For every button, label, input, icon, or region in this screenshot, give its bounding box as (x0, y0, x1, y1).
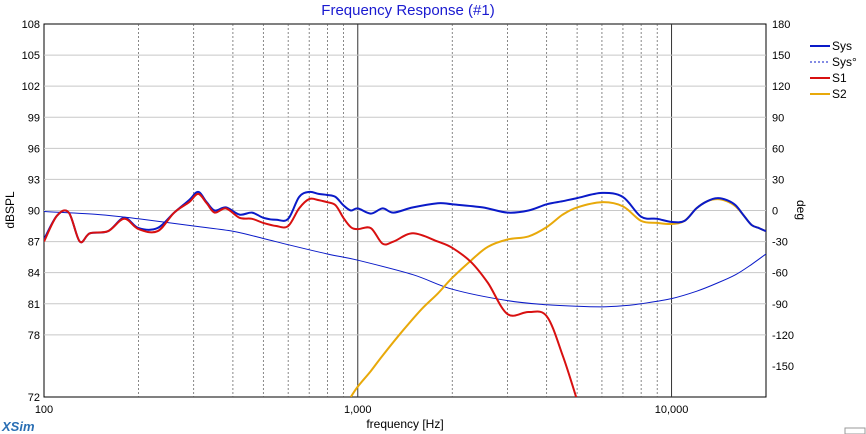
y2-tick-label: 180 (772, 19, 790, 31)
y2-axis-label: deg (794, 200, 808, 220)
y2-tick-label: 30 (772, 174, 784, 186)
tick-layer: 72 78 81 84 87 90 93 96 99 102 105 108 -150 -120 -90 -6… (22, 19, 794, 416)
x-axis-label: frequency [Hz] (366, 417, 443, 431)
y-tick-label: 78 (28, 330, 40, 342)
y2-tick-label: 150 (772, 50, 790, 62)
x-tick-label: 10,000 (655, 404, 689, 416)
series-layer (44, 190, 766, 397)
y-tick-label: 81 (28, 299, 40, 311)
legend-label: S2 (832, 87, 847, 101)
series-line-sys-phase (44, 211, 766, 308)
y2-tick-label: -30 (772, 237, 788, 249)
y2-tick-label: -120 (772, 330, 794, 342)
legend-label: Sys (832, 39, 852, 53)
legend: Sys Sys° S1 S2 (810, 39, 857, 101)
y-tick-label: 90 (28, 206, 40, 218)
y-tick-label: 93 (28, 174, 40, 186)
x-tick-label: 100 (35, 404, 53, 416)
legend-label: Sys° (832, 55, 857, 69)
x-tick-label: 1,000 (344, 404, 372, 416)
y-tick-label: 105 (22, 50, 40, 62)
y-tick-label: 108 (22, 19, 40, 31)
y-tick-label: 99 (28, 112, 40, 124)
y2-tick-label: 0 (772, 206, 778, 218)
y2-tick-label: 120 (772, 81, 790, 93)
y2-tick-label: 90 (772, 112, 784, 124)
y-tick-label: 102 (22, 81, 40, 93)
y2-tick-label: -90 (772, 299, 788, 311)
y-tick-label: 72 (28, 392, 40, 404)
app-brand-logo: XSim (1, 419, 35, 434)
chart-title: Frequency Response (#1) (321, 2, 494, 19)
series-line-s2 (349, 198, 766, 397)
y-tick-label: 96 (28, 143, 40, 155)
grid-layer (44, 24, 766, 397)
legend-label: S1 (832, 71, 847, 85)
y-tick-label: 84 (28, 268, 40, 280)
y2-tick-label: -150 (772, 361, 794, 373)
resize-handle[interactable] (844, 427, 866, 434)
y2-tick-label: 60 (772, 143, 784, 155)
series-line-s1 (44, 192, 578, 397)
y-tick-label: 87 (28, 237, 40, 249)
y-axis-label: dBSPL (3, 191, 17, 229)
y2-tick-label: -60 (772, 268, 788, 280)
